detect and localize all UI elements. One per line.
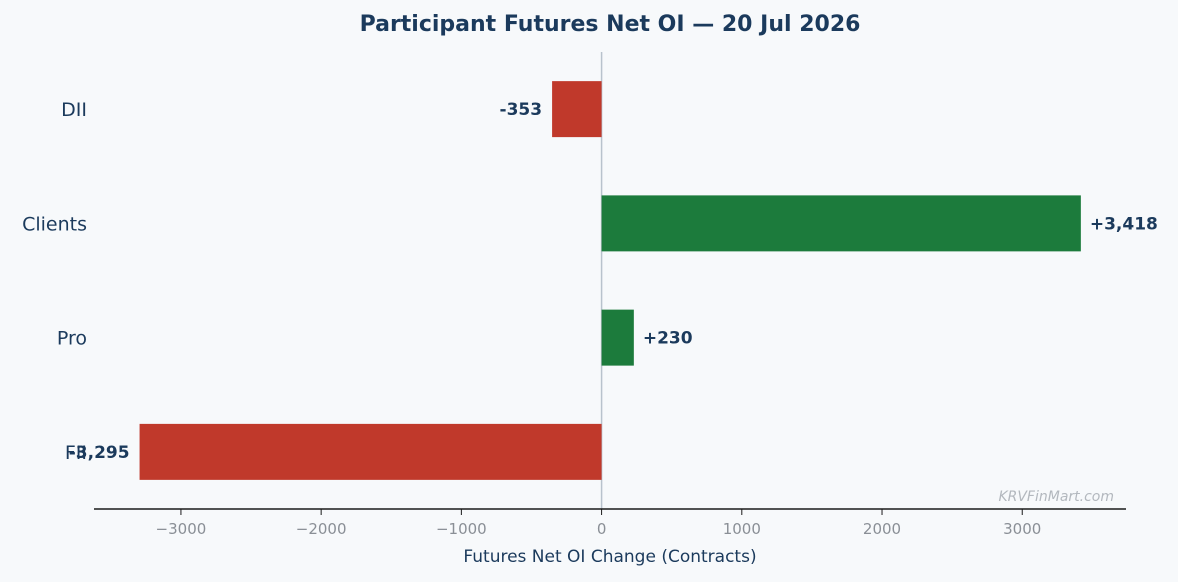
bar-clients [601,195,1081,252]
data-label: +230 [643,329,693,349]
x-tick-label: 2000 [863,520,901,538]
x-tick-label: −1000 [436,520,487,538]
y-category-label: FII [65,442,87,464]
data-label: +3,418 [1090,214,1158,234]
x-axis-label: Futures Net OI Change (Contracts) [463,547,756,567]
x-tick-label: 3000 [1003,520,1041,538]
chart-title: Participant Futures Net OI — 20 Jul 2026 [360,12,861,37]
x-tick-label: 1000 [723,520,761,538]
x-tick-label: 0 [597,520,607,538]
watermark: KRVFinMart.com [998,489,1114,505]
x-tick-label: −3000 [156,520,207,538]
x-tick-label: −2000 [296,520,347,538]
y-category-label: DII [61,99,87,121]
bar-pro [601,309,634,366]
bar-dii [552,81,602,138]
plot-area: DII -353 Clients +3,418 Pro +230 FII-3,295 −300… [22,52,1158,538]
bar-fii [139,423,602,480]
y-category-label: Pro [57,328,87,350]
data-label: -353 [500,100,543,120]
data-label: -3,295 [69,443,130,463]
y-category-label: Clients [22,213,87,235]
